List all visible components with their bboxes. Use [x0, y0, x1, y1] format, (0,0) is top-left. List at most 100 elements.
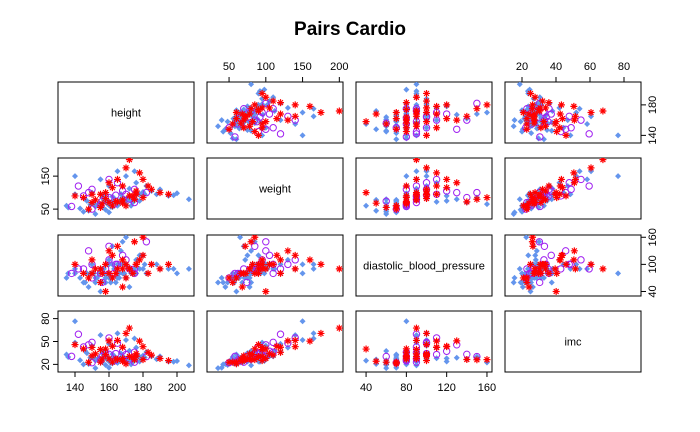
- point-3-0-109: [97, 358, 104, 366]
- point-2-3-115: [541, 265, 549, 273]
- tick-label-right-diastolic_blood_pressure-2: 160: [647, 228, 659, 246]
- point-3-0-50: [92, 365, 99, 372]
- point-2-0-80: [116, 274, 123, 281]
- point-2-1-98: [291, 251, 299, 259]
- point-1-0-48: [131, 168, 138, 175]
- point-2-3-124: [531, 265, 539, 273]
- point-2-3-40: [525, 252, 532, 259]
- point-1-3-114: [545, 182, 553, 190]
- point-3-0-31: [123, 337, 129, 344]
- point-1-3-104: [553, 194, 561, 202]
- point-1-0-109: [97, 203, 104, 211]
- panel-box-2-1: [206, 234, 344, 297]
- point-0-1-118: [225, 125, 233, 133]
- point-3-1-98: [291, 343, 299, 351]
- point-1-2-101: [423, 185, 431, 193]
- point-2-1-102: [306, 256, 314, 264]
- point-0-2-126: [402, 116, 410, 124]
- point-1-0-51: [80, 208, 87, 215]
- point-1-2-56: [403, 173, 410, 180]
- panel-points-3-2: [362, 318, 491, 372]
- point-0-3-30: [584, 120, 591, 127]
- panel-box-3-1: [206, 310, 344, 373]
- point-0-1-95: [265, 104, 273, 112]
- point-1-3-121: [558, 184, 566, 192]
- point-3-0-121: [108, 342, 116, 350]
- point-1-0-127: [88, 190, 96, 198]
- point-3-2-113: [423, 341, 431, 349]
- point-2-0-108: [156, 265, 164, 273]
- point-2-0-35: [174, 270, 180, 277]
- point-2-3-46: [532, 252, 539, 259]
- point-2-3-33: [519, 283, 526, 290]
- point-2-3-99: [551, 265, 559, 273]
- point-0-1-78: [256, 113, 264, 121]
- point-2-3-47: [533, 247, 540, 254]
- point-0-3-56: [615, 132, 622, 139]
- point-0-3-25: [528, 130, 535, 137]
- point-2-0-116: [122, 274, 130, 282]
- point-0-1-127: [258, 124, 266, 132]
- point-1-0-104: [80, 194, 87, 202]
- point-2-3-44: [529, 283, 536, 290]
- point-3-0-126: [105, 355, 113, 363]
- point-2-0-98: [139, 251, 147, 259]
- point-3-2-121: [443, 342, 451, 350]
- point-3-2-43: [363, 357, 370, 364]
- point-2-0-102: [136, 256, 144, 264]
- point-0-1-115: [246, 122, 254, 130]
- point-1-2-45: [433, 198, 440, 205]
- point-2-0-103: [122, 260, 130, 268]
- point-3-2-105: [453, 337, 461, 345]
- tick-label-bottom-height-0: 140: [66, 382, 84, 394]
- point-0-2-88: [383, 116, 390, 123]
- tick-label-right-height-0: 140: [647, 126, 659, 144]
- point-2-3-56: [615, 270, 622, 277]
- point-3-2-47: [453, 354, 460, 361]
- point-3-0-116: [122, 360, 130, 368]
- point-2-1-119: [291, 265, 299, 273]
- point-0-1-51: [220, 128, 227, 135]
- point-2-0-57: [170, 265, 177, 272]
- panel-box-1-0: [57, 157, 195, 220]
- point-2-3-111: [552, 287, 560, 295]
- point-1-0-125: [132, 190, 140, 198]
- point-2-0-106: [131, 238, 138, 246]
- point-1-2-48: [413, 168, 420, 175]
- point-1-0-25: [77, 205, 84, 212]
- point-3-1-102: [306, 337, 314, 345]
- point-3-2-40: [443, 358, 450, 365]
- point-2-1-126: [240, 269, 248, 277]
- tick-label-top-weight-0: 50: [223, 61, 235, 73]
- diag-label-weight: weight: [258, 184, 291, 196]
- point-1-0-113: [71, 192, 79, 200]
- point-3-0-101: [148, 351, 155, 359]
- point-3-0-96: [88, 352, 96, 360]
- point-1-3-108: [531, 189, 539, 197]
- point-1-0-121: [108, 184, 116, 192]
- point-1-3-113: [562, 192, 570, 200]
- point-3-1-112: [335, 324, 343, 332]
- point-2-1-45: [242, 256, 249, 263]
- point-0-2-97: [433, 110, 441, 118]
- point-0-1-75: [231, 133, 239, 141]
- point-1-2-59: [483, 201, 490, 208]
- tick-label-left-imc-0: 20: [40, 358, 52, 370]
- point-0-3-63: [585, 130, 593, 138]
- point-0-3-120: [527, 89, 534, 97]
- point-1-0-114: [144, 182, 152, 190]
- point-1-0-103: [122, 164, 130, 172]
- tick-label-right-diastolic_blood_pressure-0: 40: [647, 285, 659, 297]
- point-1-3-118: [523, 205, 531, 213]
- point-1-0-112: [125, 158, 133, 164]
- point-1-3-30: [584, 176, 591, 183]
- point-1-0-56: [72, 173, 78, 180]
- point-2-0-44: [126, 283, 133, 290]
- point-2-3-50: [510, 279, 517, 286]
- point-1-2-122: [402, 192, 410, 200]
- point-1-3-115: [541, 196, 549, 204]
- point-2-3-110: [525, 283, 533, 291]
- point-0-3-112: [599, 107, 607, 115]
- point-0-3-124: [531, 110, 539, 118]
- point-2-1-107: [241, 242, 249, 250]
